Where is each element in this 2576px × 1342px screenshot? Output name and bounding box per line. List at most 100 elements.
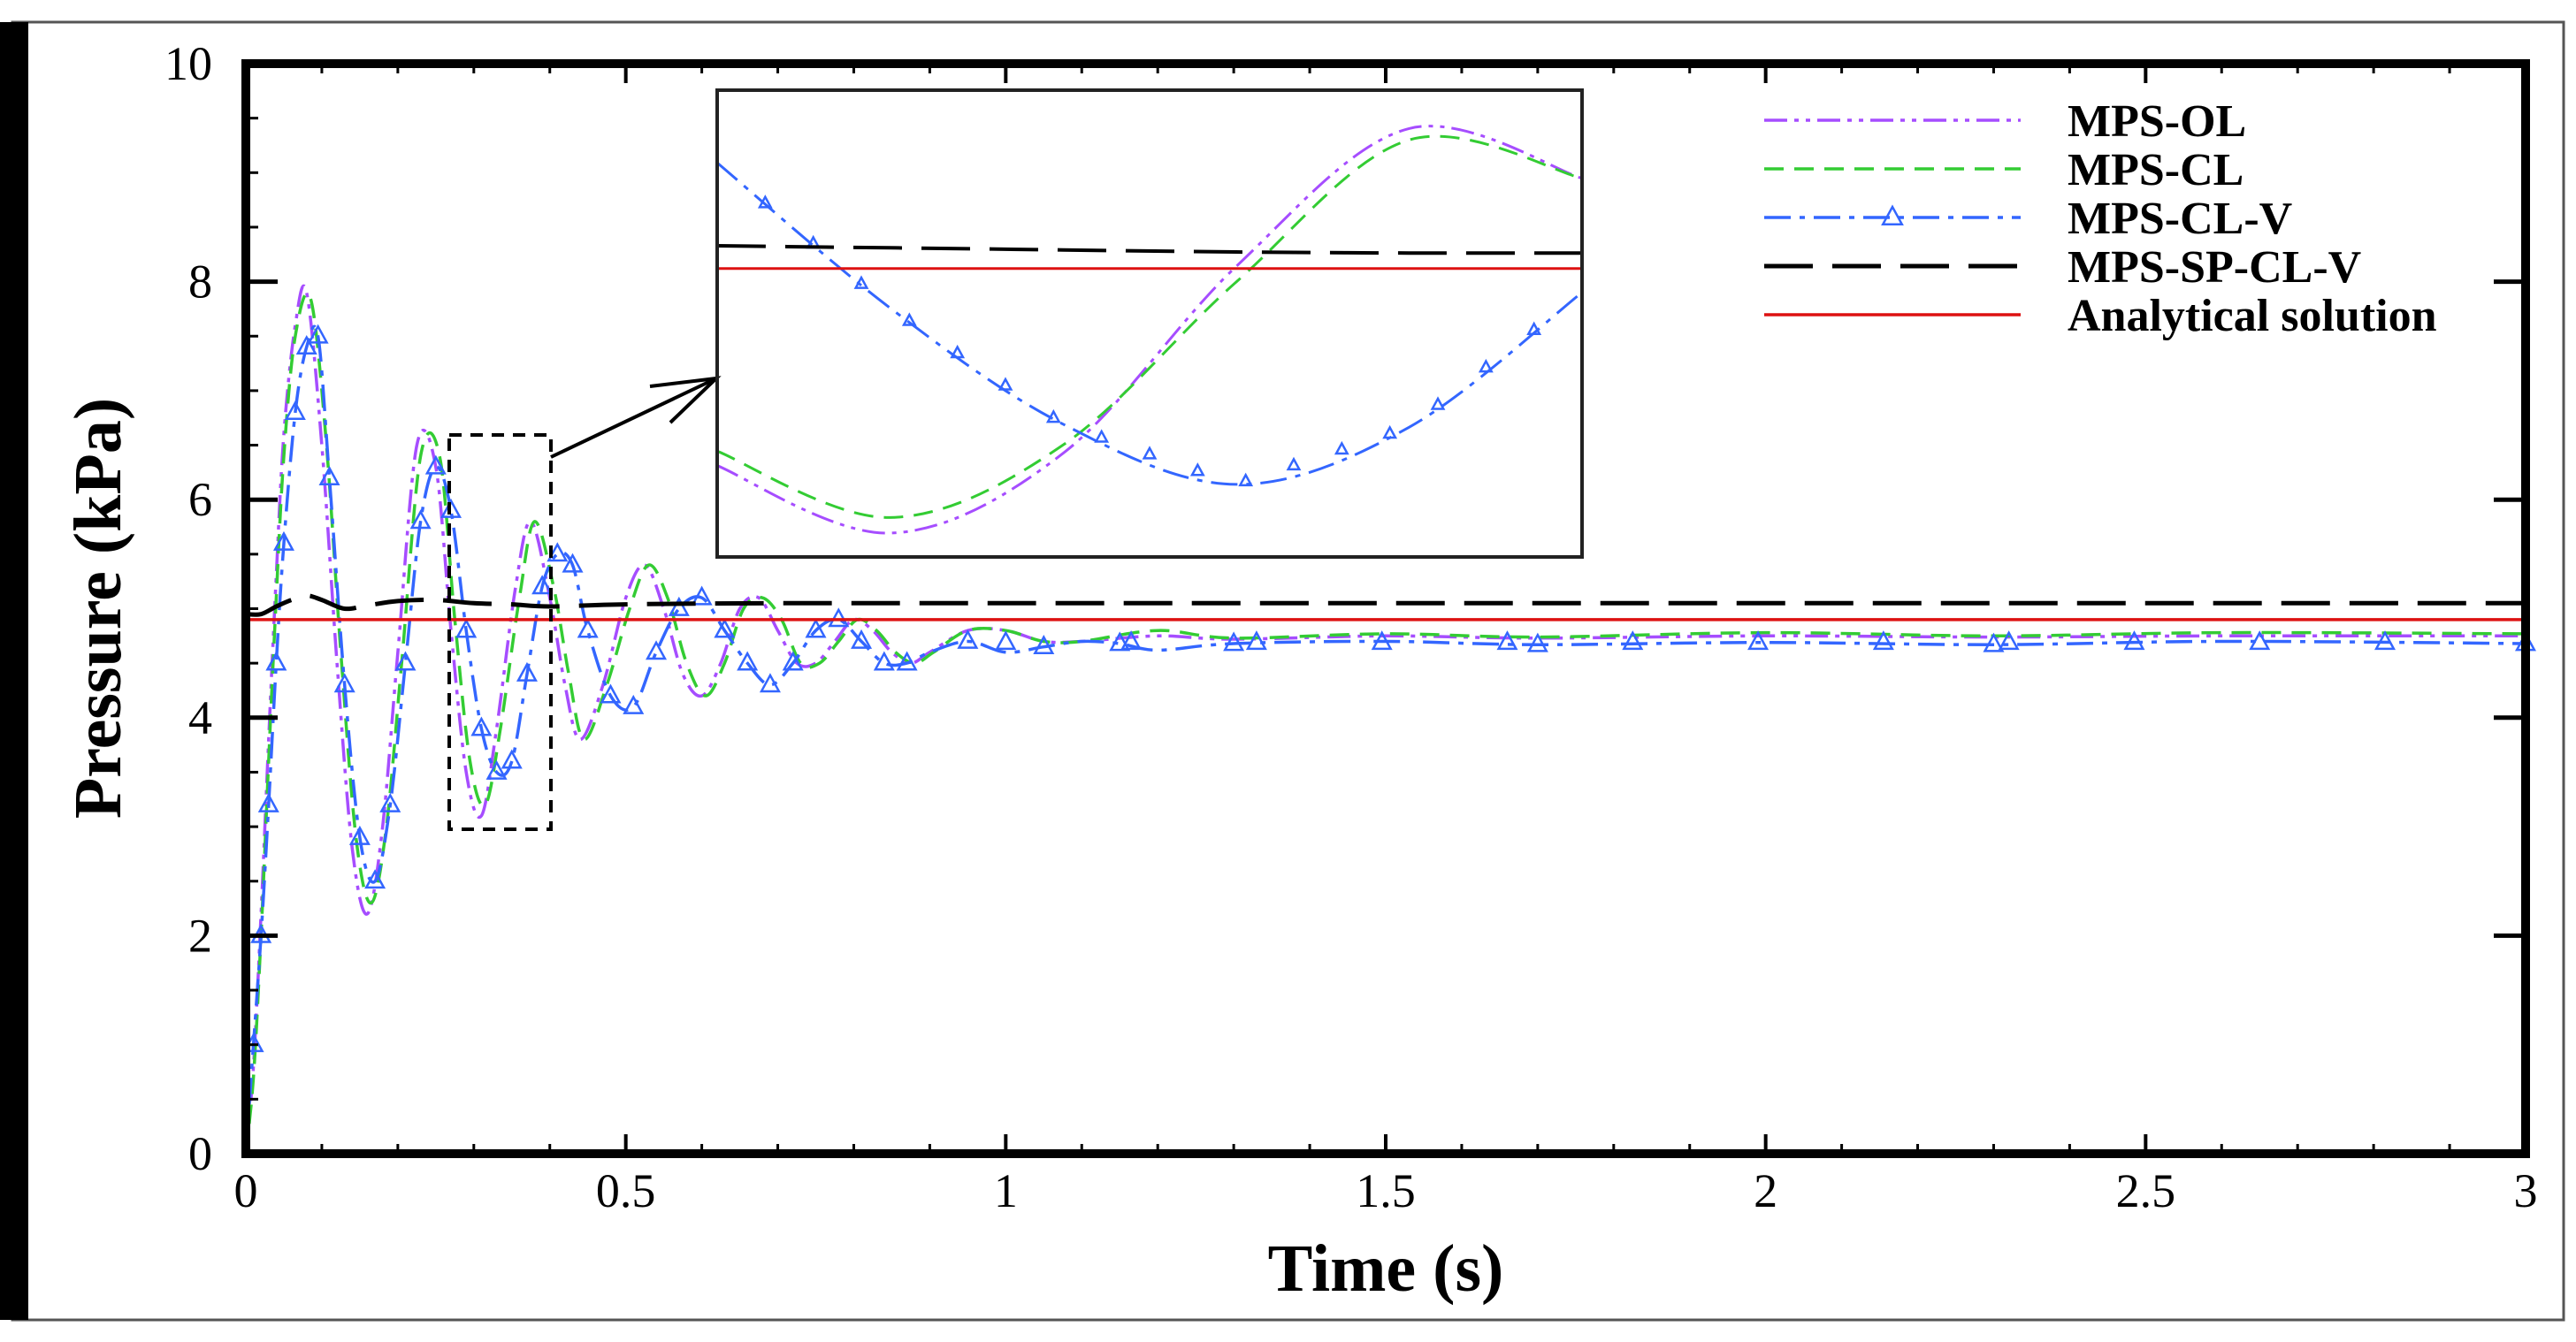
series-marker-mps-cl-v	[1109, 631, 1131, 652]
series-marker-mps-cl-v	[896, 651, 918, 671]
series-marker-mps-cl-v	[2249, 630, 2271, 651]
legend-marker-mps-cl-v	[1881, 204, 1904, 226]
series-marker-mps-cl-v	[284, 400, 306, 420]
series-marker-mps-cl-v	[265, 651, 287, 671]
series-line-mps-cl-v	[244, 324, 2526, 1155]
series-marker-mps-cl-v	[1223, 631, 1245, 652]
inset-line-mps-cl	[716, 134, 1583, 519]
series-marker-mps-cl-v	[1526, 632, 1548, 652]
inset-marker-mps-cl-v	[1286, 456, 1302, 471]
series-marker-mps-cl-v	[531, 575, 554, 595]
x-tick-label: 0.5	[596, 1164, 656, 1217]
x-tick-label: 2	[1754, 1164, 1777, 1217]
series-marker-mps-cl-v	[440, 498, 462, 518]
series-marker-mps-cl-v	[562, 553, 584, 573]
series-marker-mps-cl-v	[782, 651, 804, 671]
inset-marker-mps-cl-v	[1526, 321, 1542, 335]
series-marker-mps-cl-v	[851, 629, 873, 649]
y-tick-label: 10	[164, 37, 212, 90]
plot-area-frame	[241, 59, 2530, 1158]
series-marker-mps-cl-v	[272, 530, 294, 551]
series-marker-mps-cl-v	[1747, 630, 1770, 651]
series-line-mps-ol	[244, 284, 2526, 1155]
series-marker-mps-cl-v	[668, 596, 690, 616]
series-marker-mps-cl-v	[600, 683, 622, 704]
legend: MPS-OLMPS-CLMPS-CL-VMPS-SP-CL-VAnalytica…	[1764, 96, 2437, 341]
inset-frame	[715, 88, 1584, 559]
y-tick-label: 6	[188, 473, 212, 526]
series-marker-mps-cl-v	[714, 618, 736, 638]
series-marker-mps-cl-v	[957, 629, 979, 649]
series-marker-mps-cl-v	[828, 607, 850, 628]
inset-marker-mps-cl-v	[1189, 462, 1205, 477]
series-marker-mps-cl-v	[1998, 630, 2020, 651]
inset-marker-mps-cl-v	[1430, 396, 1446, 410]
series-line-mps-cl	[244, 291, 2526, 1155]
legend-label-mps-cl-v: MPS-CL-V	[2068, 194, 2292, 244]
series-marker-mps-cl-v	[2374, 630, 2396, 651]
series-marker-mps-cl-v	[501, 749, 523, 769]
legend-label-mps-sp-cl-v: MPS-SP-CL-V	[2068, 242, 2361, 293]
series-marker-mps-cl-v	[470, 716, 493, 736]
x-axis-label: Time (s)	[1268, 1231, 1504, 1306]
x-tick-label: 1	[994, 1164, 1018, 1217]
x-tick-label: 2.5	[2116, 1164, 2176, 1217]
legend-label-mps-cl: MPS-CL	[2068, 145, 2243, 195]
inset-marker-mps-cl-v	[1045, 408, 1061, 423]
inset-marker-mps-cl-v	[1238, 472, 1254, 487]
series-marker-mps-cl-v	[995, 630, 1017, 651]
series-line-mps-sp-cl-v	[245, 593, 2526, 617]
series-marker-mps-cl-v	[348, 825, 371, 845]
series-marker-mps-cl-v	[424, 454, 447, 475]
inset-marker-mps-cl-v	[950, 344, 966, 359]
series-marker-mps-cl-v	[516, 661, 538, 682]
zoom-arrow	[550, 377, 717, 459]
series-marker-mps-cl-v	[2123, 630, 2145, 651]
left-black-bar	[0, 22, 28, 1320]
legend-label-analytical-solution: Analytical solution	[2068, 291, 2437, 341]
series-marker-mps-cl-v	[1622, 630, 1644, 651]
series-marker-mps-cl-v	[737, 651, 759, 671]
y-tick-label: 4	[188, 691, 212, 744]
y-tick-label: 2	[188, 909, 212, 962]
x-tick-label: 3	[2514, 1164, 2538, 1217]
series-marker-mps-cl-v	[485, 759, 508, 780]
series-marker-mps-cl-v	[1120, 630, 1143, 651]
series-marker-mps-cl-v	[394, 651, 417, 671]
series-marker-mps-cl-v	[1371, 630, 1393, 651]
series-marker-mps-cl-v	[1033, 635, 1055, 655]
inset-line-mps-sp-cl-v	[716, 244, 1583, 255]
series-marker-mps-cl-v	[364, 869, 386, 889]
y-tick-label: 8	[188, 255, 212, 309]
series-marker-mps-cl-v	[455, 618, 478, 638]
series-marker-mps-cl-v	[318, 465, 340, 485]
series-marker-mps-cl-v	[1983, 632, 2005, 652]
series-marker-mps-cl-v	[257, 792, 279, 812]
series-marker-mps-cl-v	[1245, 630, 1267, 651]
x-tick-label: 1.5	[1356, 1164, 1416, 1217]
series-marker-mps-cl-v	[577, 618, 599, 638]
inset-marker-mps-cl-v	[853, 275, 869, 289]
inset-marker-mps-cl-v	[757, 194, 773, 209]
zoom-region-box	[447, 433, 553, 831]
series-marker-mps-cl-v	[873, 651, 895, 671]
x-tick-label: 0	[234, 1164, 258, 1217]
series-marker-mps-cl-v	[379, 792, 401, 812]
series-marker-mps-cl-v	[1496, 630, 1518, 651]
legend-label-mps-ol: MPS-OL	[2068, 96, 2246, 147]
inset-marker-mps-cl-v	[1094, 429, 1110, 443]
y-tick-label: 0	[188, 1127, 212, 1180]
series-marker-mps-cl-v	[333, 673, 355, 693]
series-marker-mps-cl-v	[691, 585, 713, 606]
series-marker-mps-cl-v	[805, 618, 827, 638]
inset-marker-mps-cl-v	[1478, 358, 1494, 373]
series-marker-mps-cl-v	[409, 509, 432, 530]
series-marker-mps-cl-v	[623, 694, 645, 714]
series-marker-mps-cl-v	[759, 673, 781, 693]
inset-line-mps-ol	[716, 125, 1583, 535]
y-axis-label: Pressure (kPa)	[61, 398, 135, 819]
series-marker-mps-cl-v	[1872, 630, 1894, 651]
inset-marker-mps-cl-v	[1334, 440, 1349, 455]
